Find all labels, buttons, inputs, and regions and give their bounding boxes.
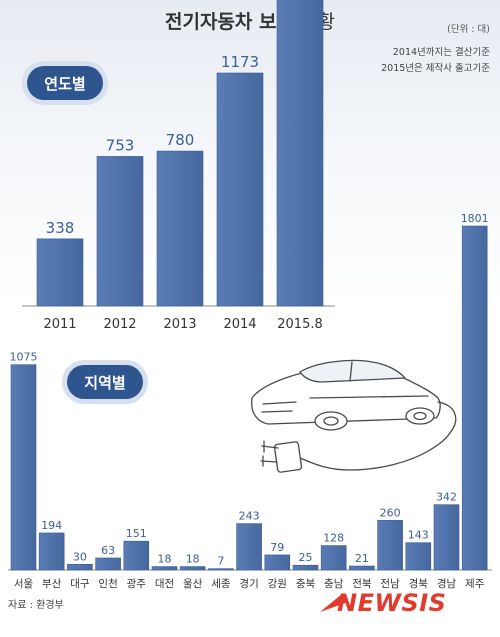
source-label: 자료 : 환경부 xyxy=(8,598,64,611)
yearly-category-2: 2013 xyxy=(163,317,196,332)
region-bar-9 xyxy=(264,554,291,571)
chart-title-bold: 전기자동차 보급 xyxy=(165,11,294,33)
region-badge: 지역별 xyxy=(62,360,148,404)
yearly-badge-label: 연도별 xyxy=(44,75,85,93)
region-value-11: 128 xyxy=(323,532,344,545)
region-value-5: 18 xyxy=(158,553,172,566)
region-bar-2 xyxy=(67,563,93,571)
yearly-category-3: 2014 xyxy=(223,317,256,332)
region-badge-label: 지역별 xyxy=(84,374,125,392)
unit-label: (단위 : 대) xyxy=(447,23,490,35)
region-category-4: 광주 xyxy=(127,578,147,590)
yearly-bar-4 xyxy=(276,0,324,307)
region-bar-4 xyxy=(123,540,150,571)
region-value-3: 63 xyxy=(101,544,115,557)
region-bar-14 xyxy=(405,542,432,571)
region-value-1: 194 xyxy=(41,519,62,532)
region-category-5: 대전 xyxy=(155,578,174,590)
region-bar-6 xyxy=(179,566,206,571)
note-line-1: 2014년까지는 결산기준 xyxy=(393,47,490,58)
region-category-6: 울산 xyxy=(183,578,203,590)
yearly-value-1: 753 xyxy=(106,136,135,154)
yearly-value-3: 1173 xyxy=(221,53,259,71)
region-value-2: 30 xyxy=(73,550,87,563)
region-category-11: 충남 xyxy=(324,578,344,590)
region-value-8: 243 xyxy=(239,510,260,523)
region-category-2: 대구 xyxy=(70,578,90,590)
yearly-category-4: 2015.8 xyxy=(277,317,323,332)
yearly-bar-0 xyxy=(36,238,84,307)
region-bar-3 xyxy=(95,557,121,571)
yearly-bar-2 xyxy=(156,150,204,307)
note-line-2: 2015년은 제작사 출고기준 xyxy=(381,63,490,74)
yearly-value-2: 780 xyxy=(166,131,195,149)
region-value-0: 1075 xyxy=(10,351,38,364)
region-value-13: 260 xyxy=(380,506,401,519)
region-category-8: 경기 xyxy=(239,577,258,590)
yearly-bars: 3382011753201278020131173201415542015.8 xyxy=(36,0,324,332)
region-category-3: 인천 xyxy=(98,578,117,590)
region-value-14: 143 xyxy=(408,529,429,542)
yearly-category-0: 2011 xyxy=(43,317,76,332)
region-category-14: 경북 xyxy=(409,577,429,590)
yearly-value-0: 338 xyxy=(46,219,75,237)
region-bar-5 xyxy=(151,566,178,571)
region-bar-1 xyxy=(38,532,65,571)
newsis-logo-text: NEWSIS xyxy=(337,589,446,617)
region-value-9: 79 xyxy=(270,541,284,554)
region-bar-12 xyxy=(349,565,375,571)
region-bar-0 xyxy=(10,364,37,571)
region-bar-10 xyxy=(292,564,319,571)
region-value-7: 7 xyxy=(217,555,224,568)
yearly-badge: 연도별 xyxy=(22,61,108,105)
region-value-16: 1801 xyxy=(461,212,489,225)
region-bars: 1075 서울 194 부산 30 대구 63 인천 151 광주 18 대전 18 울산 7 세종 243 경기… xyxy=(10,212,489,590)
region-value-4: 151 xyxy=(126,527,147,540)
region-value-15: 342 xyxy=(436,491,457,504)
region-bar-16 xyxy=(461,225,488,571)
region-bar-8 xyxy=(236,523,262,571)
region-category-16: 제주 xyxy=(465,578,485,590)
yearly-bar-1 xyxy=(96,156,144,307)
yearly-bar-3 xyxy=(216,72,264,307)
region-category-7: 세종 xyxy=(211,578,231,590)
yearly-category-1: 2012 xyxy=(103,317,136,332)
region-category-1: 부산 xyxy=(42,578,62,590)
region-category-0: 서울 xyxy=(14,578,34,590)
region-category-15: 경남 xyxy=(437,577,457,590)
region-bar-11 xyxy=(320,545,347,571)
newsis-logo: NEWSIS xyxy=(320,589,446,617)
region-category-13: 전남 xyxy=(380,578,400,590)
region-bar-7 xyxy=(208,568,234,571)
region-bar-15 xyxy=(433,504,460,571)
region-value-6: 18 xyxy=(186,553,200,566)
region-value-12: 21 xyxy=(355,552,369,565)
electric-car-icon xyxy=(251,359,457,473)
region-category-9: 강원 xyxy=(268,578,287,590)
region-bar-13 xyxy=(377,520,403,571)
region-category-10: 충북 xyxy=(296,578,316,590)
region-category-12: 전북 xyxy=(352,578,372,590)
region-value-10: 25 xyxy=(299,551,313,564)
